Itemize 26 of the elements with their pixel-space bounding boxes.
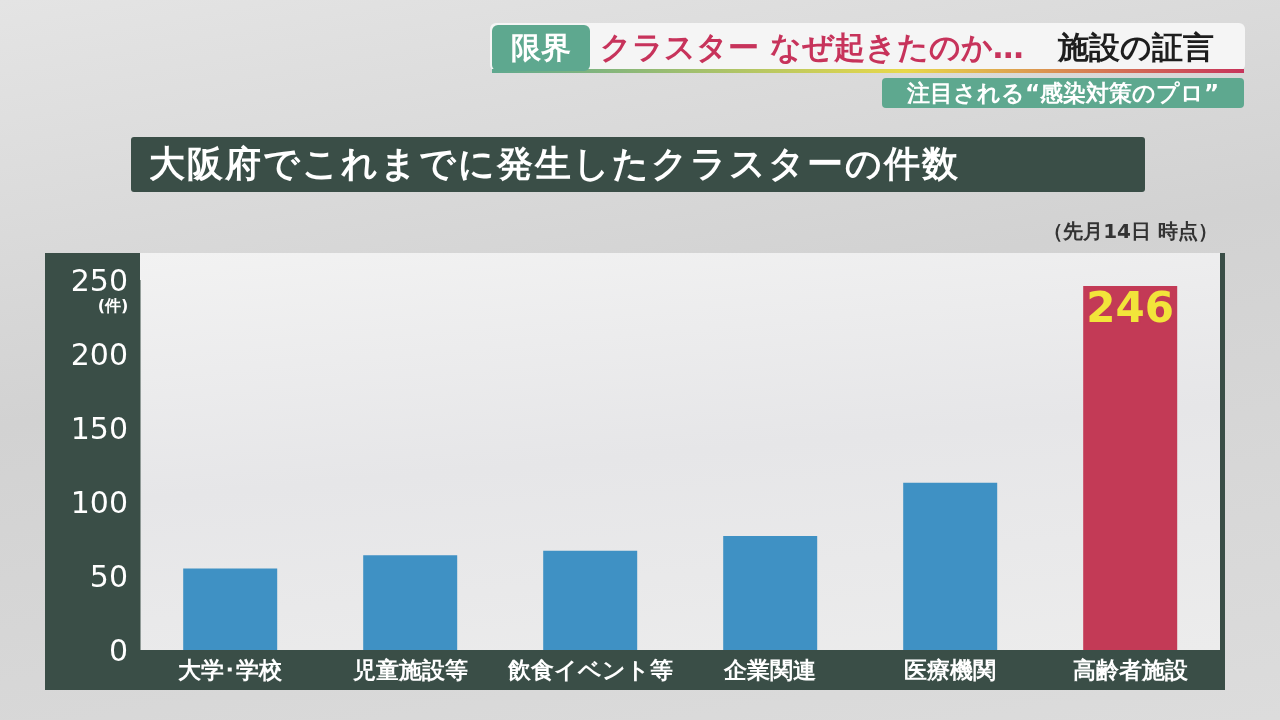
text: クラスター なぜ起きたのか…: [600, 28, 1024, 67]
x-tick-label: 高齢者施設: [1072, 657, 1189, 684]
y-tick-label: 150: [70, 410, 128, 446]
x-tick-label: 児童施設等: [351, 657, 468, 684]
bar: [723, 536, 818, 650]
y-axis-title: (件): [96, 296, 130, 317]
x-tick-label: 飲食イベント等: [506, 657, 673, 684]
y-tick-label: 0: [108, 632, 128, 668]
x-tick-label: 企業関連: [723, 657, 816, 684]
y-tick-label: 50: [89, 558, 128, 594]
y-tick-label: 250: [70, 262, 128, 298]
text: 施設の証言: [1058, 28, 1214, 67]
bar: [543, 550, 638, 650]
y-tick-label: 200: [70, 336, 128, 372]
chart-title: 大阪府でこれまでに発生したクラスターの件数: [149, 142, 960, 186]
bar: [183, 568, 278, 650]
bar: [363, 555, 458, 650]
data-label: 246: [1086, 283, 1175, 333]
x-tick-label: 医療機関: [904, 657, 996, 684]
text: 限界: [492, 25, 590, 71]
x-tick-label: 大学･学校: [178, 657, 283, 684]
bar: [903, 482, 998, 650]
text: 注目される“感染対策のプロ”: [882, 78, 1244, 108]
bar: [1083, 285, 1178, 650]
chart-subtitle: （先月14日 時点）: [1043, 218, 1218, 245]
y-tick-label: 100: [70, 484, 128, 520]
